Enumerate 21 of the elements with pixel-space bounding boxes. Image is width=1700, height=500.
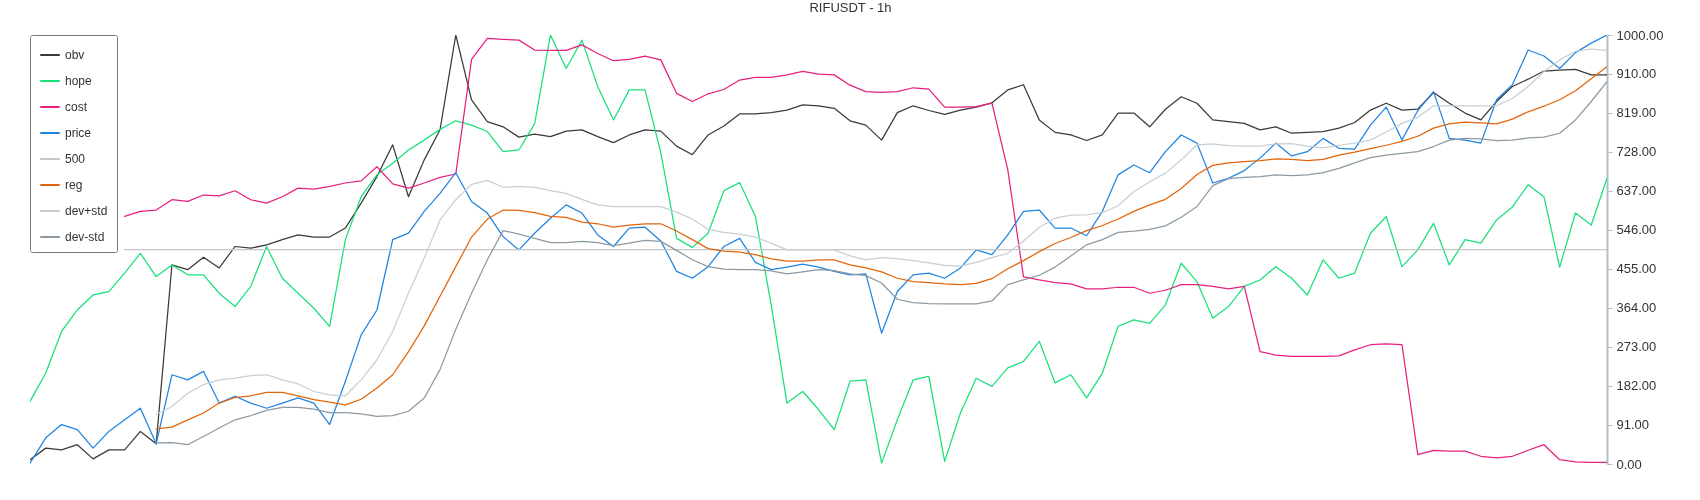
- y-tick-label: 819.00: [1616, 105, 1657, 121]
- legend-label: reg: [65, 178, 83, 192]
- legend-label: cost: [65, 100, 88, 114]
- legend-label: obv: [65, 48, 85, 62]
- y-tick-label: 546.00: [1616, 222, 1657, 238]
- y-tick-label: 728.00: [1616, 144, 1657, 160]
- y-tick-label: 637.00: [1616, 183, 1657, 199]
- chart-title: RIFUSDT - 1h: [809, 0, 892, 15]
- y-tick-label: 455.00: [1616, 261, 1657, 277]
- y-tick-label: 182.00: [1616, 378, 1657, 394]
- legend-label: dev-std: [65, 230, 105, 244]
- y-tick-label: 910.00: [1616, 66, 1657, 82]
- y-tick-label: 0.00: [1616, 456, 1642, 472]
- y-tick-label: 91.00: [1616, 417, 1650, 433]
- legend-label: price: [65, 126, 92, 140]
- y-tick-label: 273.00: [1616, 339, 1657, 355]
- legend-label: hope: [65, 74, 93, 88]
- legend-label: dev+std: [65, 204, 108, 218]
- y-tick-label: 364.00: [1616, 300, 1657, 316]
- y-tick-label: 1000.00: [1616, 27, 1664, 43]
- legend-label: 500: [65, 152, 86, 166]
